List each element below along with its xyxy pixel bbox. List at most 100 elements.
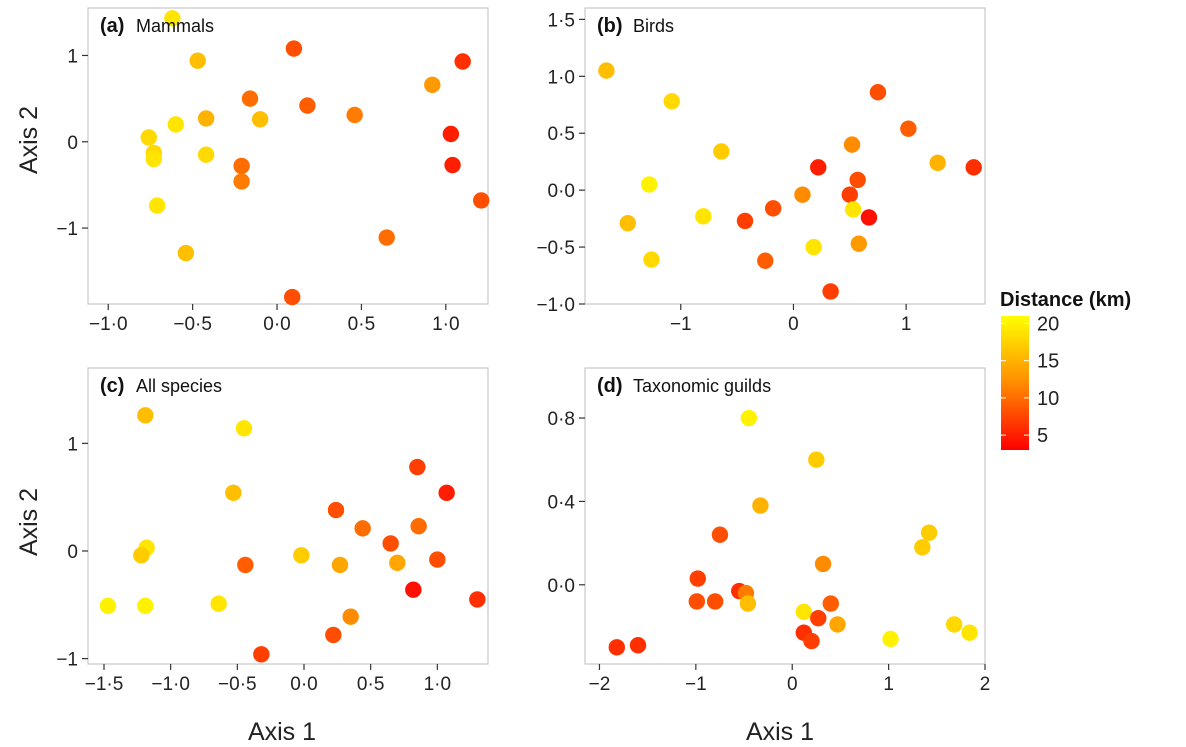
point-d-4 — [920, 524, 938, 541]
point-a-15 — [197, 146, 215, 163]
panel-c: −1·5 −1·0 −0·5 0·0 0·5 1·0 1 0 −1 (c) All species — [56, 367, 489, 695]
point-c-17 — [405, 581, 422, 598]
point-c-4 — [438, 484, 455, 502]
point-b-7 — [929, 154, 946, 172]
panel-a: −1·0 −0·5 0·0 0·5 1·0 1 0 −1 (a) Mammals — [56, 7, 490, 335]
point-a-10 — [251, 111, 269, 128]
point-b-2 — [663, 93, 680, 110]
point-c-19 — [99, 597, 117, 615]
point-b-12 — [794, 186, 811, 203]
y-tick-label-b: 1·5 — [548, 10, 575, 31]
point-b-11 — [641, 176, 658, 193]
point-c-12 — [293, 547, 310, 564]
point-b-10 — [849, 171, 866, 189]
legend-tick-label: 15 — [1037, 351, 1059, 373]
point-d-22 — [882, 630, 899, 648]
point-c-24 — [253, 646, 270, 663]
x-tick-label-a: 0·5 — [348, 314, 375, 335]
point-b-14 — [844, 201, 862, 218]
x-tick-label-a: 1·0 — [432, 314, 459, 335]
x-tick-label-a: −0·5 — [173, 314, 212, 335]
y-tick-label-d: 0·4 — [548, 492, 576, 513]
point-a-2 — [189, 52, 206, 69]
x-tick-label-c: −1·5 — [85, 674, 124, 695]
y-tick-label-d: 0·0 — [548, 576, 575, 597]
x-tick-label-b: 0 — [788, 314, 799, 335]
y-tick-label-c: −1 — [56, 650, 78, 671]
y-tick-label-d: 0·8 — [548, 409, 575, 430]
point-a-12 — [140, 129, 157, 146]
point-b-3 — [869, 84, 887, 101]
y-tick-label-b: −1·0 — [536, 295, 575, 316]
x-tick-label-c: −0·5 — [218, 674, 257, 695]
point-c-13 — [429, 551, 446, 568]
x-tick-label-a: −1·0 — [89, 314, 128, 335]
point-b-23 — [757, 252, 774, 269]
point-d-24 — [629, 637, 647, 654]
point-d-13 — [739, 595, 757, 612]
point-a-16 — [233, 157, 250, 175]
point-a-20 — [473, 192, 490, 209]
point-b-16 — [764, 200, 782, 217]
point-b-5 — [843, 136, 861, 153]
point-b-15 — [860, 209, 878, 226]
y-tick-label-a: 0 — [67, 133, 78, 154]
y-tick-label-c: 1 — [67, 434, 78, 455]
point-b-20 — [850, 235, 868, 252]
y-tick-label-b: 1·0 — [548, 67, 575, 88]
point-a-14 — [145, 150, 163, 168]
point-a-5 — [424, 76, 441, 94]
x-tick-label-b: 1 — [901, 314, 912, 335]
point-d-14 — [822, 595, 839, 612]
point-d-15 — [795, 603, 812, 621]
point-b-8 — [965, 159, 982, 176]
panel-title-b: Birds — [633, 16, 674, 36]
point-b-21 — [805, 238, 822, 256]
legend-tick-label: 20 — [1037, 313, 1059, 335]
panel-letter-a: (a) — [100, 15, 124, 37]
point-b-19 — [619, 214, 637, 232]
x-tick-label-d: −1 — [685, 674, 707, 695]
x-tick-label-d: −2 — [589, 674, 611, 695]
point-a-19 — [444, 156, 461, 174]
point-d-3 — [752, 497, 769, 514]
point-b-13 — [841, 186, 858, 203]
y-tick-label-c: 0 — [67, 542, 78, 563]
point-d-5 — [711, 526, 729, 543]
y-tick-label-a: 1 — [67, 46, 78, 67]
point-a-4 — [454, 53, 471, 70]
y-axis-title-bottom: Axis 2 — [15, 488, 43, 556]
x-axis-title-left: Axis 1 — [248, 718, 316, 746]
point-a-8 — [346, 106, 363, 124]
x-axis-title-right: Axis 1 — [746, 718, 814, 746]
point-d-8 — [689, 570, 706, 587]
panel-letter-c: (c) — [100, 375, 124, 397]
point-c-20 — [137, 597, 154, 615]
point-b-22 — [643, 251, 660, 268]
point-c-15 — [331, 556, 349, 574]
y-tick-label-b: 0·5 — [548, 124, 575, 145]
point-a-18 — [442, 125, 460, 143]
point-d-6 — [914, 539, 931, 556]
legend-tick-label: 5 — [1037, 425, 1048, 447]
point-d-23 — [608, 639, 626, 656]
point-c-21 — [210, 595, 227, 612]
point-b-4 — [900, 120, 917, 137]
point-b-6 — [713, 143, 730, 160]
panel-b: −1 0 1 1·5 1·0 0·5 0·0 −0·5 −1·0 (b) Birds — [536, 7, 986, 335]
point-c-3 — [409, 458, 426, 476]
panel-frame-c — [87, 367, 489, 665]
point-c-1 — [137, 407, 154, 424]
point-d-1 — [740, 409, 758, 427]
point-c-5 — [225, 484, 242, 502]
point-c-7 — [354, 520, 371, 537]
point-d-12 — [706, 593, 724, 610]
point-a-1 — [164, 10, 181, 27]
panel-letter-d: (d) — [597, 375, 623, 397]
point-d-20 — [961, 624, 978, 641]
point-a-9 — [197, 110, 215, 127]
panel-title-d: Taxonomic guilds — [633, 376, 771, 396]
point-c-22 — [342, 608, 359, 625]
y-tick-label-a: −1 — [56, 219, 78, 240]
x-tick-label-c: 0·0 — [290, 674, 317, 695]
